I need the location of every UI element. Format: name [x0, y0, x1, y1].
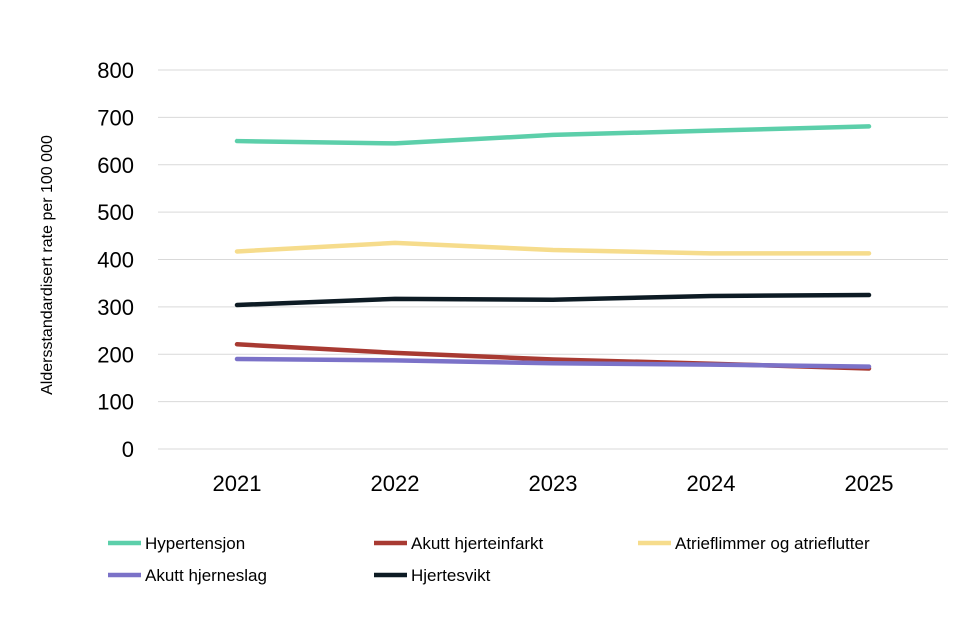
- series-line-4: [234, 292, 872, 308]
- y-axis-ticks: 0 100 200 300 400 500 600 700 800: [97, 58, 134, 462]
- legend-label: Hjertesvikt: [411, 566, 491, 585]
- series-line-3: [234, 356, 872, 369]
- y-tick-label: 100: [97, 390, 134, 415]
- legend-label: Akutt hjerneslag: [145, 566, 267, 585]
- series-lines: [234, 124, 872, 371]
- x-tick-label: 2025: [845, 471, 894, 496]
- y-tick-label: 300: [97, 295, 134, 320]
- legend-label: Atrieflimmer og atrieflutter: [675, 534, 870, 553]
- y-tick-label: 600: [97, 153, 134, 178]
- series-line-2: [234, 240, 872, 256]
- x-tick-label: 2021: [213, 471, 262, 496]
- x-tick-label: 2022: [371, 471, 420, 496]
- y-tick-label: 400: [97, 248, 134, 273]
- y-tick-label: 800: [97, 58, 134, 83]
- gridlines: [158, 69, 948, 450]
- x-tick-label: 2024: [687, 471, 736, 496]
- y-tick-label: 700: [97, 105, 134, 130]
- series-line-0: [234, 124, 872, 146]
- y-tick-label: 500: [97, 200, 134, 225]
- legend-label: Akutt hjerteinfarkt: [411, 534, 544, 553]
- y-tick-label: 0: [122, 437, 134, 462]
- x-axis-ticks: 2021 2022 2023 2024 2025: [213, 471, 894, 496]
- y-tick-label: 200: [97, 342, 134, 367]
- x-tick-label: 2023: [529, 471, 578, 496]
- legend-label: Hypertensjon: [145, 534, 245, 553]
- y-axis-label: Aldersstandardisert rate per 100 000: [39, 135, 56, 395]
- legend: Hypertensjon Akutt hjerteinfarkt Atrieflim…: [108, 534, 870, 585]
